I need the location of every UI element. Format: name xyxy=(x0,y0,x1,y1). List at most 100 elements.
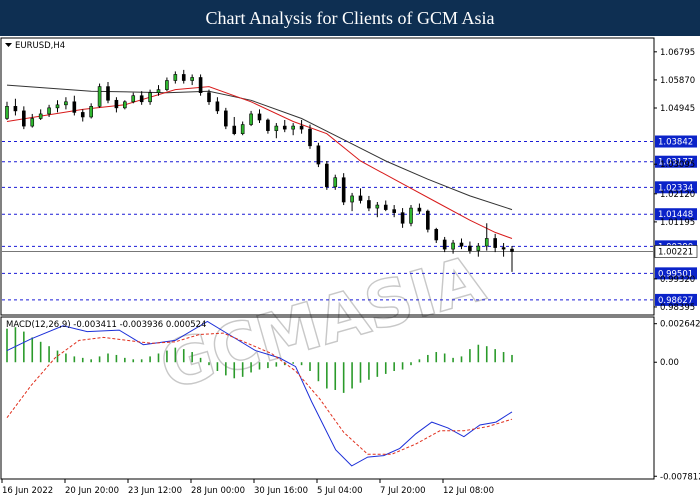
candle-body-down xyxy=(72,101,77,113)
candle xyxy=(291,123,295,136)
candle xyxy=(181,69,186,84)
candle-body-down xyxy=(266,119,270,131)
macd-panel-frame xyxy=(0,316,655,480)
candle xyxy=(232,116,237,136)
price-tick-label: 1.02120 xyxy=(660,190,695,200)
candle-body-down xyxy=(80,112,85,118)
candle-body-down xyxy=(232,125,237,134)
candle-body-up xyxy=(291,125,295,130)
candle-body-down xyxy=(224,110,228,127)
candle xyxy=(358,188,363,204)
candle xyxy=(375,202,380,218)
candle xyxy=(274,123,279,139)
macd-tick-label: 0.002642 xyxy=(660,320,700,330)
current-price-box xyxy=(654,245,698,258)
candle xyxy=(459,238,464,250)
macd-label: MACD(12,26,9) -0.003411 -0.003936 0.0005… xyxy=(6,320,206,330)
price-tick-label: 0.98395 xyxy=(660,303,695,313)
main-panel-frame xyxy=(0,37,655,316)
candle xyxy=(493,233,497,253)
candle xyxy=(451,239,455,254)
time-axis: 16 Jun 2022 20 Jun 20:00 23 Jun 12:00 28 Ju… xyxy=(1,479,494,496)
candle xyxy=(468,241,472,254)
price-tick-label: 0.99320 xyxy=(660,275,695,285)
candle-body-down xyxy=(501,247,506,250)
candle xyxy=(476,243,481,257)
candle-body-down xyxy=(106,86,110,101)
candle-body-down xyxy=(207,92,211,103)
candle xyxy=(257,109,262,124)
banner-title: Chart Analysis for Clients of GCM Asia xyxy=(0,0,700,36)
candle xyxy=(240,121,245,136)
candle-body-up xyxy=(240,124,245,134)
candle xyxy=(442,236,447,253)
candle-body-up xyxy=(249,113,253,125)
time-tick-label: 12 Jul 08:00 xyxy=(443,486,494,496)
candle xyxy=(64,97,68,110)
candle xyxy=(367,195,371,212)
candle xyxy=(97,83,102,108)
candle-body-up xyxy=(97,86,102,107)
candle xyxy=(434,227,439,244)
candle-body-up xyxy=(55,104,60,109)
level-label-box xyxy=(655,267,697,280)
candle-body-up xyxy=(451,242,455,250)
price-tick-label: 1.03095 xyxy=(660,160,695,170)
candle-body-down xyxy=(22,110,26,127)
candle xyxy=(316,142,321,168)
macd-signal-line xyxy=(6,332,513,455)
candle xyxy=(47,104,51,117)
candle-body-up xyxy=(38,113,43,119)
candle-body-down xyxy=(198,77,203,93)
candle-body-up xyxy=(5,106,9,119)
candle-body-down xyxy=(257,113,262,121)
candle-body-up xyxy=(64,101,68,106)
candle xyxy=(156,85,161,96)
candle-body-down xyxy=(299,125,304,130)
candle-body-down xyxy=(139,95,144,103)
candle-body-down xyxy=(417,207,422,212)
price-tick-label: 1.01195 xyxy=(660,218,695,228)
time-tick-label: 16 Jun 2022 xyxy=(2,486,53,496)
candle-body-down xyxy=(434,229,439,241)
candle-body-up xyxy=(190,77,194,81)
level-label-box xyxy=(655,181,697,194)
candle-body-up xyxy=(89,106,93,118)
candle xyxy=(299,120,304,134)
candle xyxy=(383,200,388,212)
symbol-text: EURUSD,H4 xyxy=(15,41,65,51)
level-label: 1.02334 xyxy=(658,183,693,193)
candle-body-down xyxy=(13,106,18,112)
candle xyxy=(224,107,228,130)
candle xyxy=(89,103,93,119)
candle xyxy=(30,113,35,128)
candle xyxy=(165,77,169,92)
candle-body-down xyxy=(383,204,388,210)
level-label-box xyxy=(655,208,697,221)
candle xyxy=(139,91,144,105)
macd-indicator: 0.002642 0.00 -0.007812 xyxy=(6,320,700,482)
price-tick-label: 1.06795 xyxy=(660,48,695,58)
price-chart[interactable]: GCMASIA 1.038421.031771.023341.014481.00… xyxy=(0,36,700,500)
macd-line xyxy=(6,320,513,467)
candle-body-down xyxy=(341,177,346,203)
chart-background xyxy=(0,36,700,500)
candle-body-up xyxy=(274,125,279,131)
candle-body-up xyxy=(47,107,51,115)
candle-body-down xyxy=(510,248,514,252)
price-tick-label: 1.05870 xyxy=(660,76,695,86)
candle xyxy=(131,92,136,104)
candlesticks xyxy=(5,69,514,272)
macd-tick-label: -0.007812 xyxy=(660,472,700,482)
level-label: 1.03842 xyxy=(658,138,693,148)
candle xyxy=(114,97,119,113)
time-tick-label: 7 Jul 20:00 xyxy=(380,486,426,496)
candle xyxy=(341,173,346,206)
candle xyxy=(190,74,194,86)
support-resistance-levels: 1.038421.031771.023341.014481.003900.995… xyxy=(2,135,697,306)
candle-body-down xyxy=(316,145,321,165)
level-label: 1.01448 xyxy=(658,210,693,220)
candle-body-up xyxy=(375,204,380,209)
candle xyxy=(55,100,60,113)
level-label-box xyxy=(655,293,697,306)
